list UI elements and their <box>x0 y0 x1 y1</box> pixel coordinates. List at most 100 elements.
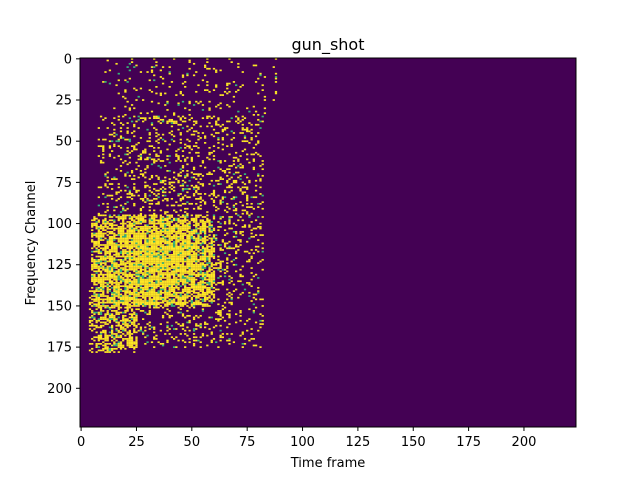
heatmap-cell <box>264 96 266 98</box>
heatmap-cell <box>96 247 98 249</box>
heatmap-cell <box>233 157 235 159</box>
heatmap-cell <box>189 295 191 297</box>
heatmap-cell <box>102 310 104 312</box>
heatmap-cell <box>215 132 217 134</box>
heatmap-cell <box>162 238 164 240</box>
heatmap-cell <box>162 195 164 197</box>
heatmap-cell <box>180 274 182 276</box>
heatmap-cell <box>98 249 100 251</box>
heatmap-cell <box>93 303 95 305</box>
heatmap-cell <box>102 223 104 225</box>
heatmap-cell <box>226 289 228 291</box>
heatmap-cell <box>186 244 188 246</box>
heatmap-cell <box>180 226 182 228</box>
heatmap-cell <box>162 292 164 294</box>
heatmap-cell <box>162 160 164 162</box>
heatmap-cell <box>166 284 168 286</box>
heatmap-cell <box>222 308 224 310</box>
heatmap-cell <box>133 135 135 137</box>
heatmap-cell <box>237 172 239 174</box>
heatmap-cell <box>133 145 135 147</box>
heatmap-cell <box>91 229 93 231</box>
heatmap-cell <box>215 122 217 124</box>
heatmap-cell <box>144 226 146 228</box>
heatmap-cell <box>138 275 140 277</box>
heatmap-cell <box>206 262 208 264</box>
heatmap-cell <box>169 274 171 276</box>
heatmap-cell <box>197 84 199 86</box>
heatmap-cell <box>111 238 113 240</box>
heatmap-cell <box>224 160 226 162</box>
heatmap-cell <box>131 145 133 147</box>
heatmap-cell <box>93 271 95 273</box>
heatmap-cell <box>144 195 146 197</box>
heatmap-cell <box>140 158 142 160</box>
heatmap-cell <box>155 282 157 284</box>
heatmap-cell <box>138 266 140 268</box>
heatmap-cell <box>93 312 95 314</box>
heatmap-cell <box>153 236 155 238</box>
heatmap-cell <box>166 231 168 233</box>
heatmap-cell <box>133 223 135 225</box>
heatmap-cell <box>146 226 148 228</box>
heatmap-cell <box>133 328 135 330</box>
heatmap-cell <box>109 257 111 259</box>
heatmap-cell <box>142 264 144 266</box>
heatmap-cell <box>166 219 168 221</box>
heatmap-cell <box>204 264 206 266</box>
heatmap-cell <box>195 261 197 263</box>
heatmap-cell <box>191 290 193 292</box>
heatmap-cell <box>195 228 197 230</box>
heatmap-cell <box>197 188 199 190</box>
heatmap-cell <box>189 140 191 142</box>
heatmap-cell <box>239 163 241 165</box>
heatmap-cell <box>133 66 135 68</box>
heatmap-cell <box>224 127 226 129</box>
heatmap-cell <box>124 89 126 91</box>
heatmap-cell <box>211 241 213 243</box>
heatmap-cell <box>164 246 166 248</box>
heatmap-cell <box>202 294 204 296</box>
heatmap-cell <box>257 287 259 289</box>
heatmap-cell <box>197 297 199 299</box>
heatmap-cell <box>129 190 131 192</box>
heatmap-cell <box>140 262 142 264</box>
heatmap-cell <box>138 238 140 240</box>
heatmap-cell <box>186 239 188 241</box>
heatmap-cell <box>129 341 131 343</box>
heatmap-cell <box>98 289 100 291</box>
heatmap-cell <box>158 282 160 284</box>
heatmap-cell <box>220 266 222 268</box>
heatmap-cell <box>208 172 210 174</box>
heatmap-cell <box>98 233 100 235</box>
heatmap-cell <box>133 300 135 302</box>
heatmap-cell <box>135 271 137 273</box>
heatmap-cell <box>208 122 210 124</box>
heatmap-cell <box>144 294 146 296</box>
heatmap-cell <box>135 229 137 231</box>
heatmap-cell <box>129 330 131 332</box>
heatmap-cell <box>122 221 124 223</box>
heatmap-cell <box>259 323 261 325</box>
heatmap-cell <box>120 130 122 132</box>
heatmap-cell <box>166 285 168 287</box>
heatmap-cell <box>171 303 173 305</box>
heatmap-cell <box>120 158 122 160</box>
heatmap-cell <box>251 132 253 134</box>
heatmap-cell <box>191 256 193 258</box>
heatmap-cell <box>215 124 217 126</box>
heatmap-cell <box>104 282 106 284</box>
heatmap-cell <box>217 313 219 315</box>
heatmap-cell <box>180 124 182 126</box>
heatmap-cell <box>135 221 137 223</box>
heatmap-cell <box>96 294 98 296</box>
heatmap-cell <box>166 149 168 151</box>
heatmap-cell <box>102 256 104 258</box>
heatmap-cell <box>127 262 129 264</box>
heatmap-cell <box>182 221 184 223</box>
heatmap-cell <box>182 247 184 249</box>
heatmap-cell <box>220 275 222 277</box>
heatmap-cell <box>173 305 175 307</box>
heatmap-cell <box>115 216 117 218</box>
heatmap-cell <box>262 320 264 322</box>
